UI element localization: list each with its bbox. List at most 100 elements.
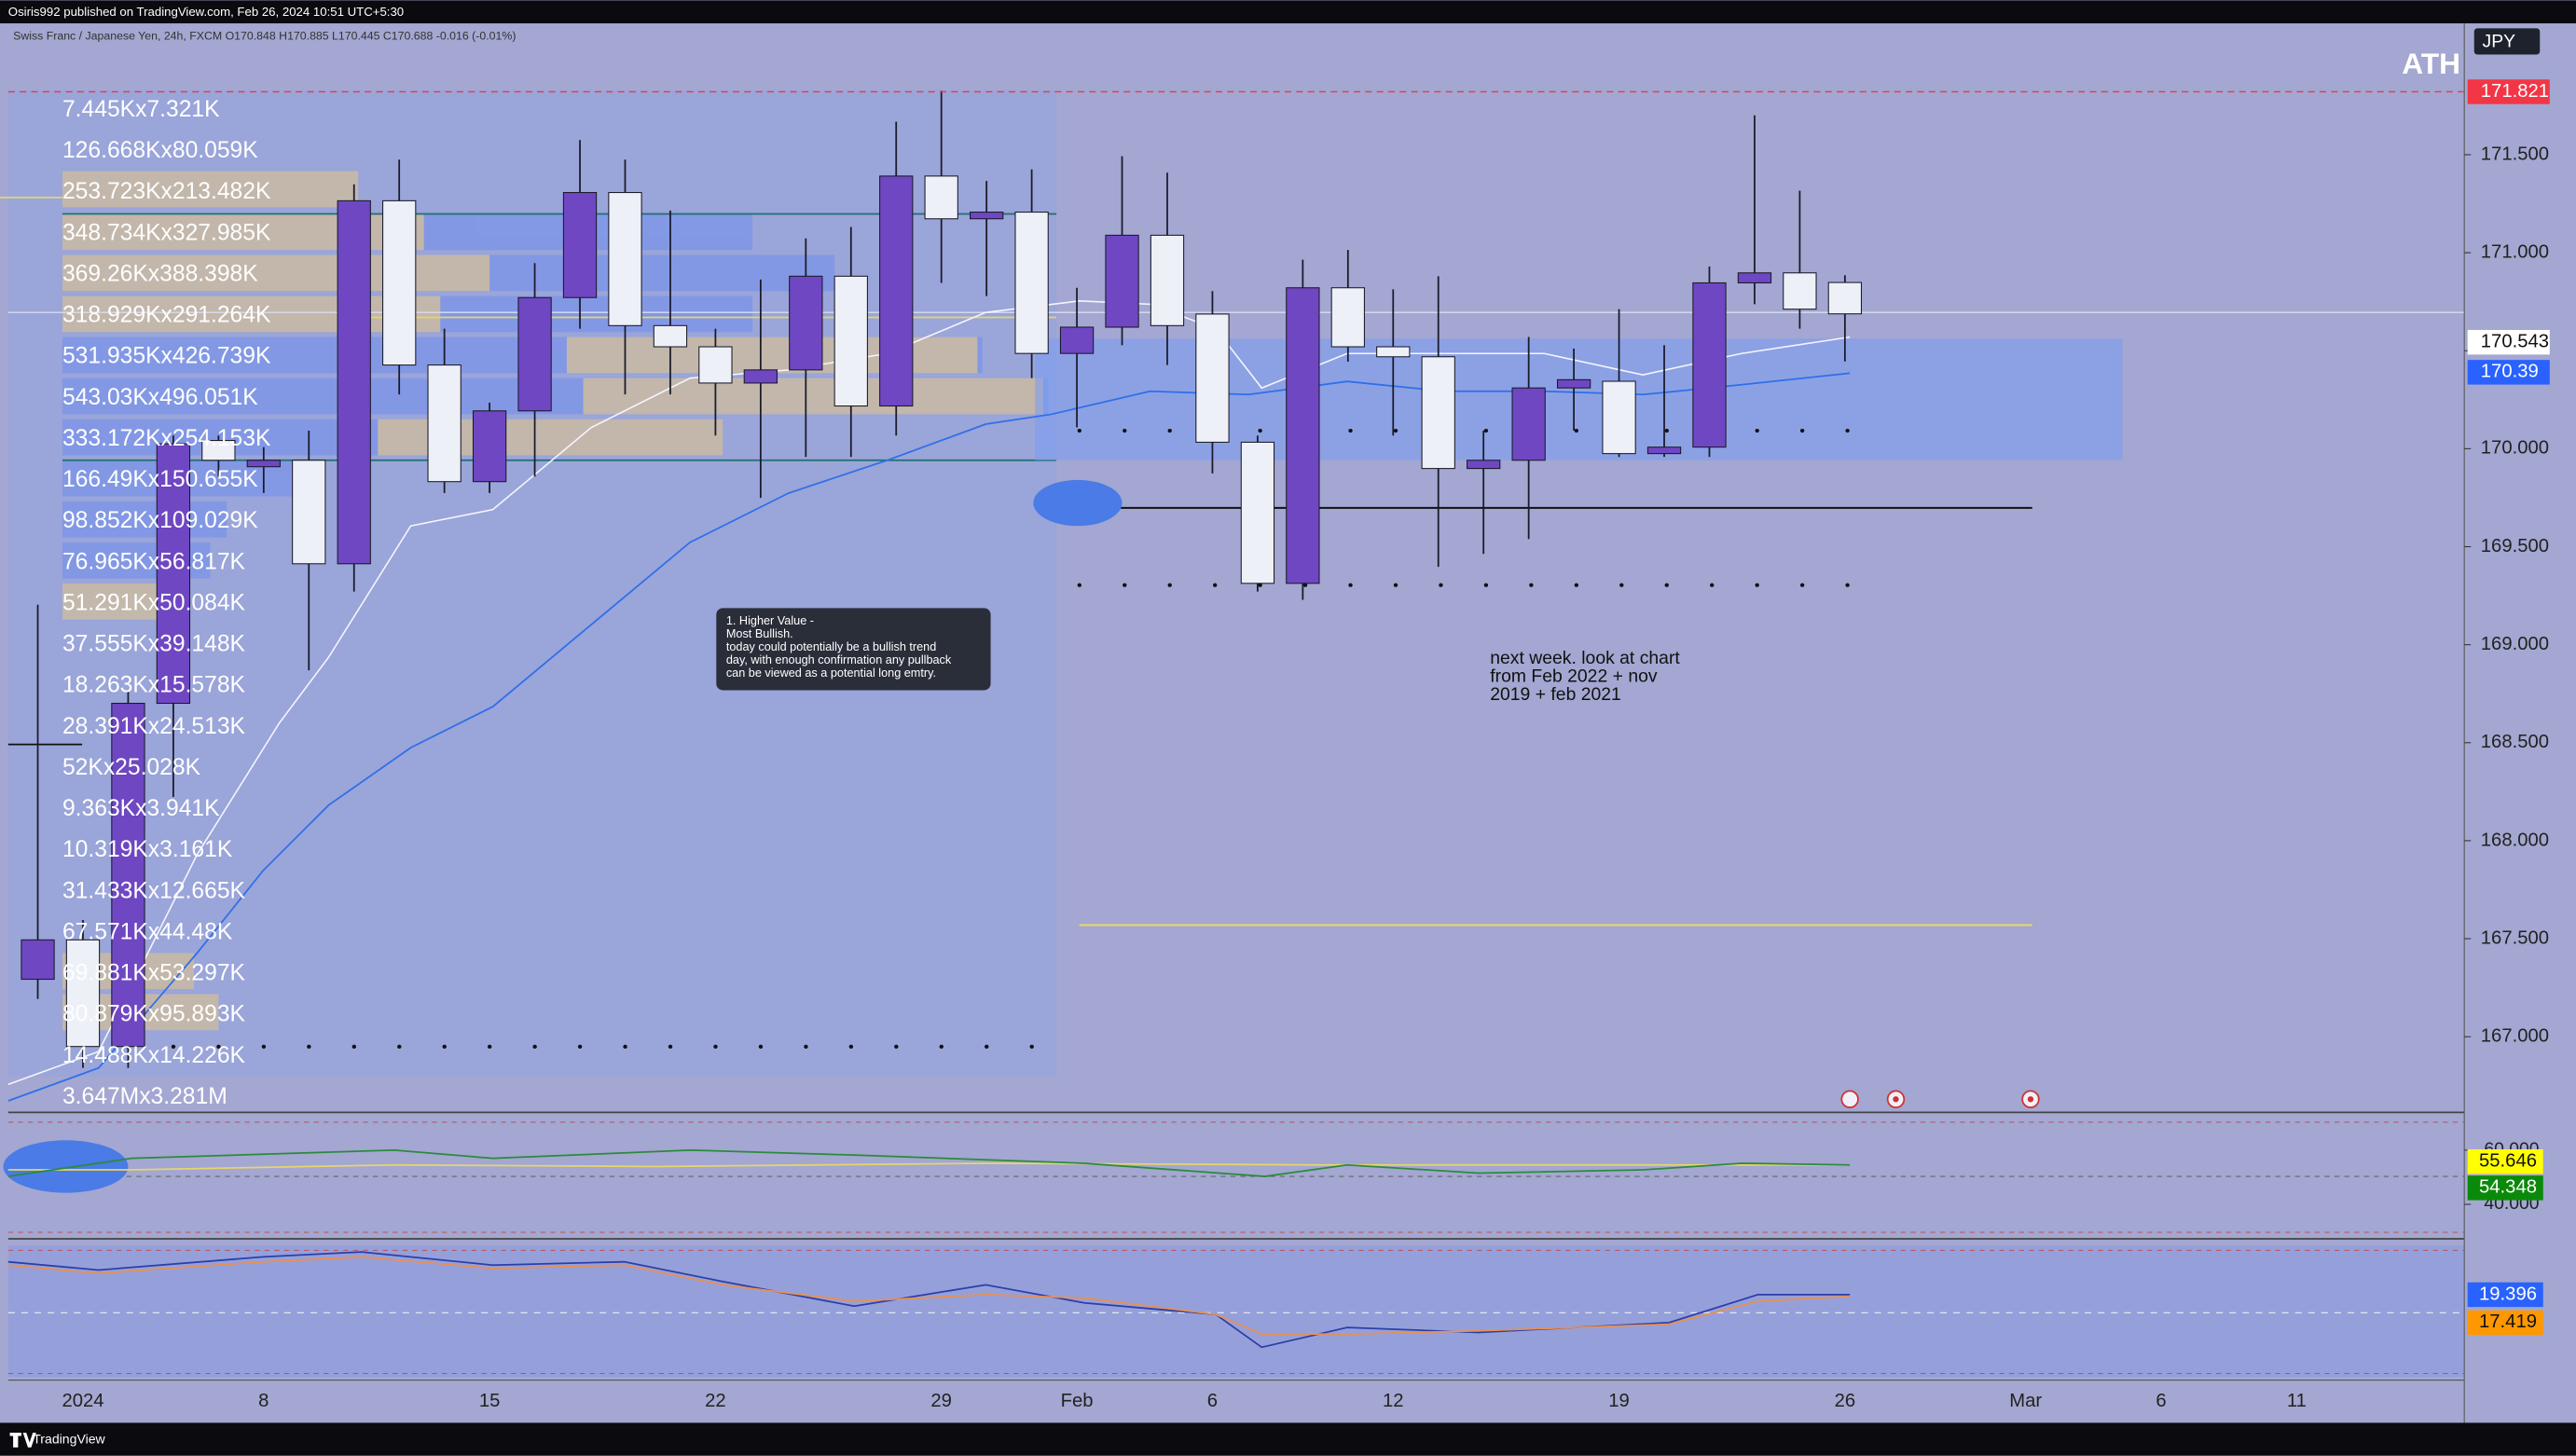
indicator-line (7, 1256, 1851, 1336)
volume-label: 348.734Kx327.985K (62, 220, 271, 245)
candle-body (517, 296, 552, 412)
moving-average (7, 372, 1851, 1102)
volume-label: 369.26Kx388.398K (62, 261, 258, 286)
note-box (716, 608, 991, 691)
price-label-bg (2467, 360, 2550, 385)
volume-label: 98.852Kx109.029K (62, 508, 258, 533)
x-tick-label: 6 (2156, 1391, 2166, 1411)
candle-body (111, 702, 145, 1048)
volume-label: 52Kx25.028K (62, 755, 201, 780)
indicator-line (7, 1162, 1851, 1171)
indicator-label: 19.396 (2479, 1284, 2537, 1304)
candle-body (1150, 234, 1185, 326)
volume-label: 67.571Kx44.48K (62, 919, 233, 944)
candle-body (789, 275, 823, 371)
candle-body (1014, 212, 1049, 354)
indicator-label-bg (2467, 1148, 2543, 1174)
candle-body (743, 369, 778, 384)
volume-label: 531.935Kx426.739K (62, 344, 271, 369)
candle-body (427, 364, 461, 483)
candle-body (833, 275, 868, 407)
candle-body (21, 939, 55, 981)
volume-label: 37.555Kx39.148K (62, 632, 246, 657)
moving-average (7, 300, 1851, 1086)
price-label: 170.39 (2481, 362, 2539, 382)
volume-label: 51.291Kx50.084K (62, 590, 246, 615)
candle-body (1602, 380, 1636, 455)
volume-label: 31.433Kx12.665K (62, 878, 246, 903)
volume-label: 9.363Kx3.941K (62, 796, 220, 821)
candle-body (337, 199, 371, 565)
note-line: 1. Higher Value - (726, 614, 814, 627)
volume-label: 28.391Kx24.513K (62, 714, 246, 739)
y-tick-label: 170.000 (2481, 438, 2549, 459)
price-label-bg (2467, 329, 2550, 355)
candle-body (1376, 346, 1411, 358)
candle-body (1330, 287, 1365, 348)
note-line: from Feb 2022 + nov (1490, 666, 1658, 686)
note-line: day, with enough confirmation any pullba… (726, 653, 952, 666)
currency[interactable]: JPY (2483, 31, 2516, 51)
y-tick-label: 167.500 (2481, 927, 2549, 948)
highlight (3, 1140, 129, 1193)
candle-body (292, 460, 326, 565)
currency-box[interactable] (2473, 28, 2541, 55)
header: Osiris992 published on TradingView.com, … (8, 5, 404, 19)
candle-body (1692, 282, 1727, 448)
x-tick-label: 12 (1383, 1391, 1404, 1411)
candle-body (1286, 287, 1320, 584)
highlight (1033, 479, 1123, 527)
x-tick-label: 26 (1835, 1391, 1856, 1411)
pane-bg (7, 1245, 2465, 1378)
indicator-label-bg (2467, 1310, 2543, 1336)
candle-body (65, 939, 101, 1048)
note: 1. Higher Value -Most Bullish.today coul… (726, 614, 952, 680)
volume-labels: 7.445Kx7.321K 126.668Kx80.059K 253.723Kx21… (62, 97, 271, 1109)
indicator-label-bg (2467, 1282, 2543, 1308)
candle-body (608, 192, 642, 326)
candle-body (924, 175, 958, 220)
volume-label: 69.881Kx53.297K (62, 961, 246, 986)
ath-label: ATH (2402, 47, 2460, 80)
indicator-label-bg (2467, 1175, 2543, 1201)
candle-body (1556, 378, 1591, 389)
y-tick-label: 167.000 (2481, 1026, 2549, 1047)
x-tick-label: 29 (930, 1391, 952, 1411)
candle-body (246, 460, 281, 468)
top-bar (0, 0, 2576, 24)
x-tick-label: 8 (258, 1391, 269, 1411)
candle-body (653, 324, 688, 348)
volume-label: 253.723Kx213.482K (62, 179, 271, 204)
candle-body (1195, 313, 1230, 443)
volume-label: 126.668Kx80.059K (62, 138, 258, 163)
volume-label: 80.879Kx95.893K (62, 1002, 246, 1027)
volume-label: 3.647Mx3.281M (62, 1084, 227, 1109)
x-tick-label: 6 (1207, 1391, 1218, 1411)
price-label-bg (2467, 79, 2550, 104)
logo (9, 1432, 36, 1448)
candle-body (472, 410, 507, 483)
candle-body (879, 175, 914, 407)
indicator-label: 55.646 (2479, 1151, 2537, 1172)
candle-body (1783, 272, 1817, 310)
candle-body (970, 212, 1004, 220)
candle-body (1467, 460, 1501, 470)
x-tick-label: Mar (2009, 1391, 2042, 1411)
symbol-line: Swiss Franc / Japanese Yen, 24h, FXCM O1… (13, 29, 516, 42)
dots (126, 428, 1859, 1049)
volume-label: 543.03Kx496.051K (62, 385, 258, 410)
price-label: 171.821 (2481, 81, 2549, 102)
candle-body (1059, 326, 1095, 354)
candle-body (1240, 441, 1275, 584)
indicator-label: 17.419 (2479, 1312, 2537, 1332)
price-label: 170.543 (2481, 332, 2549, 352)
x-tick-label: 2024 (62, 1391, 103, 1411)
candle-body (1511, 387, 1546, 461)
candle-body (562, 192, 598, 298)
bottom-bar (0, 1422, 2576, 1456)
indicator-label: 54.348 (2479, 1177, 2537, 1198)
x-tick-label: 19 (1608, 1391, 1630, 1411)
